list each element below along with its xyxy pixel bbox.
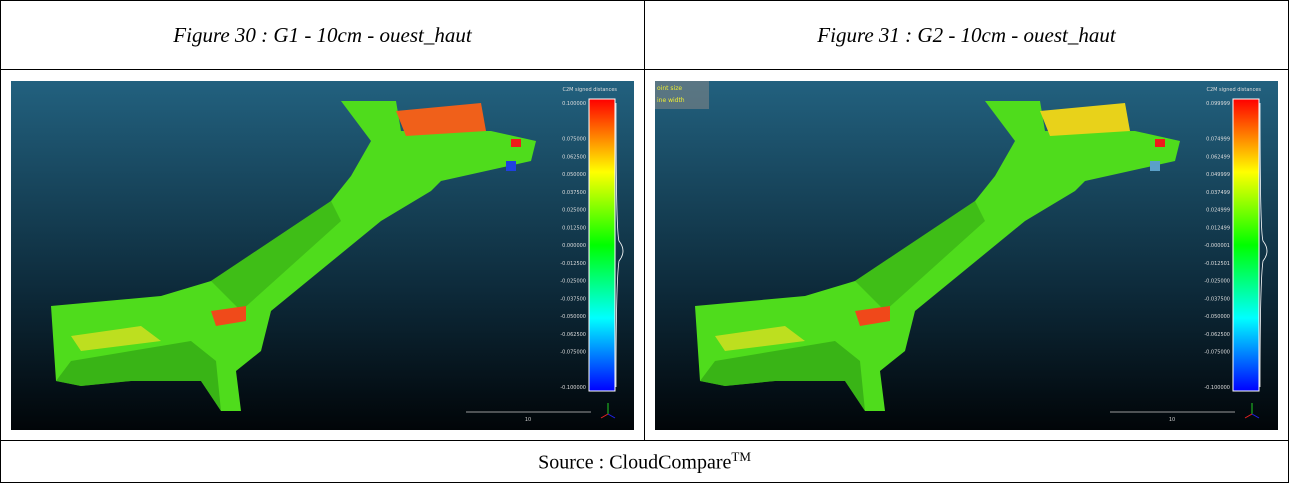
scale-label: -0.062500 bbox=[1204, 331, 1230, 337]
page: Figure 30 : G1 - 10cm - ouest_haut Figur… bbox=[0, 0, 1289, 483]
source-text: Source : CloudCompare bbox=[538, 451, 731, 473]
hotspot bbox=[1150, 161, 1160, 171]
point-cloud-view: C2M signed distances 0.100000 0.075000 0.06… bbox=[11, 81, 634, 430]
scale-label: -0.075000 bbox=[560, 349, 586, 355]
header-row: Figure 30 : G1 - 10cm - ouest_haut Figur… bbox=[1, 1, 1289, 70]
scale-label: 0.100000 bbox=[562, 101, 586, 107]
trademark: TM bbox=[731, 449, 751, 464]
hotspot bbox=[1155, 139, 1165, 147]
image-row: C2M signed distances 0.100000 0.075000 0.06… bbox=[1, 70, 1289, 441]
color-scale bbox=[589, 99, 615, 391]
hotspot bbox=[506, 161, 516, 171]
scale-label: 0.049999 bbox=[1206, 172, 1230, 178]
figure-table: Figure 30 : G1 - 10cm - ouest_haut Figur… bbox=[0, 0, 1289, 483]
scale-label: -0.100000 bbox=[560, 385, 586, 391]
overlay-label: ine width bbox=[657, 97, 685, 104]
source-row: Source : CloudCompareTM bbox=[1, 441, 1289, 483]
scale-label: -0.025000 bbox=[560, 278, 586, 284]
scale-label: -0.025000 bbox=[1204, 278, 1230, 284]
hotspot bbox=[511, 139, 521, 147]
point-cloud-view: C2M signed distances 0.099999 0.074999 0.06… bbox=[655, 81, 1278, 430]
source: Source : CloudCompareTM bbox=[1, 441, 1289, 483]
color-scale bbox=[1233, 99, 1259, 391]
scale-bar-label: 10 bbox=[525, 417, 531, 423]
scale-label: 0.037499 bbox=[1206, 189, 1230, 195]
scale-label: 0.025000 bbox=[562, 207, 586, 213]
scale-label: -0.100000 bbox=[1204, 385, 1230, 391]
scale-label: -0.012501 bbox=[1204, 260, 1230, 266]
image-cell: C2M signed distances 0.099999 0.074999 0.06… bbox=[645, 70, 1289, 441]
scale-label: 0.024999 bbox=[1206, 207, 1230, 213]
scale-label: -0.075000 bbox=[1204, 349, 1230, 355]
scale-label: -0.037500 bbox=[1204, 296, 1230, 302]
scale-label: -0.050000 bbox=[560, 314, 586, 320]
scale-title: C2M signed distances bbox=[562, 87, 617, 93]
image-cell: C2M signed distances 0.100000 0.075000 0.06… bbox=[1, 70, 645, 441]
scale-label: 0.037500 bbox=[562, 189, 586, 195]
scale-label: 0.062499 bbox=[1206, 154, 1230, 160]
scale-label: 0.050000 bbox=[562, 172, 586, 178]
caption: Figure 31 : G2 - 10cm - ouest_haut bbox=[645, 1, 1289, 70]
scale-label: 0.075000 bbox=[562, 136, 586, 142]
scale-label: 0.074999 bbox=[1206, 136, 1230, 142]
overlay-label: oint size bbox=[657, 85, 682, 92]
scale-label: -0.062500 bbox=[560, 331, 586, 337]
scale-title: C2M signed distances bbox=[1206, 87, 1261, 93]
scale-label: 0.099999 bbox=[1206, 101, 1230, 107]
caption: Figure 30 : G1 - 10cm - ouest_haut bbox=[1, 1, 645, 70]
scale-label: -0.000001 bbox=[1204, 243, 1230, 249]
scale-label: 0.062500 bbox=[562, 154, 586, 160]
scale-label: 0.000000 bbox=[562, 243, 586, 249]
scale-label: 0.012500 bbox=[562, 225, 586, 231]
scale-label: 0.012499 bbox=[1206, 225, 1230, 231]
scale-label: -0.050000 bbox=[1204, 314, 1230, 320]
scale-label: -0.037500 bbox=[560, 296, 586, 302]
scale-bar-label: 10 bbox=[1169, 417, 1175, 423]
scale-label: -0.012500 bbox=[560, 260, 586, 266]
